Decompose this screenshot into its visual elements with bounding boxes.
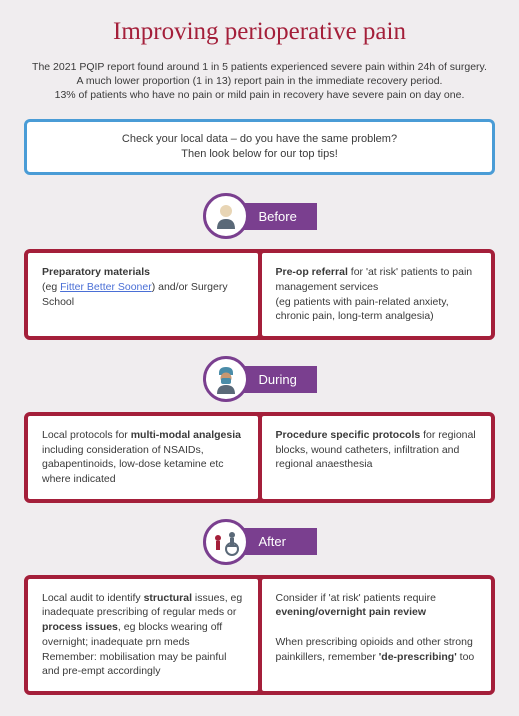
intro-text: The 2021 PQIP report found around 1 in 5… [24,60,495,103]
callout-line: Check your local data – do you have the … [41,132,478,147]
panel-cell-right: Pre-op referral for 'at risk' patients t… [262,253,492,336]
stage-label: Before [239,203,317,230]
stage-header: During [24,356,495,402]
callout-line: Then look below for our top tips! [41,147,478,162]
callout-box: Check your local data – do you have the … [24,119,495,176]
panel-cell-left: Local audit to identify structural issue… [28,579,258,691]
panel-cell-left: Preparatory materials(eg Fitter Better S… [28,253,258,336]
panel-cell-right: Procedure specific protocols for regiona… [262,416,492,499]
panel-cell-left: Local protocols for multi-modal analgesi… [28,416,258,499]
page-title: Improving perioperative pain [24,18,495,46]
stage-label: After [239,528,317,555]
intro-line: 13% of patients who have no pain or mild… [24,88,495,102]
stage-panel: Local audit to identify structural issue… [24,575,495,695]
stage-header: After [24,519,495,565]
person-icon [203,193,249,239]
wheelchair-icon [203,519,249,565]
stage-label: During [239,366,317,393]
intro-line: The 2021 PQIP report found around 1 in 5… [24,60,495,74]
stage-panel: Preparatory materials(eg Fitter Better S… [24,249,495,340]
stage-header: Before [24,193,495,239]
surgeon-icon [203,356,249,402]
stage-panel: Local protocols for multi-modal analgesi… [24,412,495,503]
intro-line: A much lower proportion (1 in 13) report… [24,74,495,88]
panel-cell-right: Consider if 'at risk' patients require e… [262,579,492,691]
